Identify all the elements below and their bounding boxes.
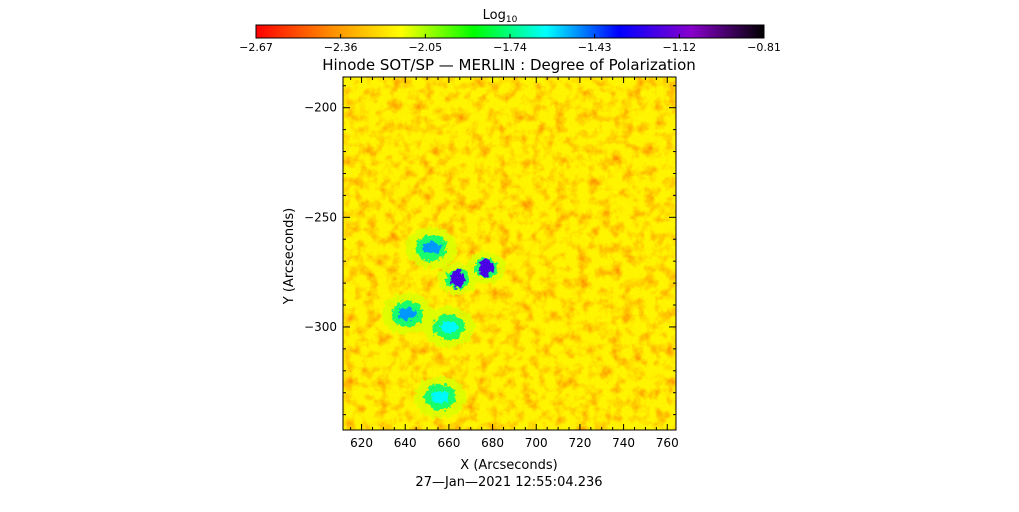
plage-core (422, 242, 441, 255)
active-region (381, 227, 507, 418)
colorbar-ticks: −2.67 −2.36 −2.05 −1.74 −1.43 −1.12 −0.81 (239, 34, 781, 54)
chart-title: Hinode SOT/SP — MERLIN : Degree of Polar… (322, 56, 696, 74)
heatmap-image (343, 77, 676, 430)
y-axis-label: Y (Arcseconds) (282, 208, 297, 305)
x-tick-label: 620 (350, 436, 373, 450)
umbra-core (479, 258, 494, 277)
x-tick-label: 740 (612, 436, 635, 450)
y-axis: −200 −250 −300 (304, 85, 676, 416)
colorbar-tick-label: −1.12 (662, 41, 696, 54)
colorbar-tick-label: −2.05 (408, 41, 442, 54)
colorbar: Log10 −2.67 −2.36 −2.05 −1.74 −1.43 −1.12 −0.8… (239, 8, 781, 54)
timestamp: 27—Jan—2021 12:55:04.236 (415, 475, 602, 490)
x-tick-label: 760 (656, 436, 679, 450)
colorbar-tick-label: −0.81 (747, 41, 781, 54)
heatmap-fine-noise (343, 77, 676, 430)
plot-frame (342, 76, 677, 431)
plage-core (398, 307, 417, 320)
colorbar-tick-label: −1.43 (578, 41, 612, 54)
colorbar-tick-label: −1.74 (493, 41, 527, 54)
plage-core (439, 320, 458, 333)
x-axis: 620 640 660 680 700 720 740 760 (350, 77, 679, 450)
x-tick-label: 700 (525, 436, 548, 450)
x-tick-label: 720 (568, 436, 591, 450)
x-tick-label: 640 (394, 436, 417, 450)
colorbar-tick-label: −2.67 (239, 41, 273, 54)
umbra-core (450, 269, 465, 288)
x-tick-label: 660 (437, 436, 460, 450)
x-tick-label: 680 (481, 436, 504, 450)
y-tick-label: −200 (304, 101, 337, 115)
y-tick-label: −250 (304, 210, 337, 224)
y-tick-label: −300 (304, 320, 337, 334)
colorbar-label: Log10 (483, 8, 518, 25)
x-axis-label: X (Arcseconds) (460, 458, 557, 473)
colorbar-tick-label: −2.36 (324, 41, 358, 54)
plage-core (431, 391, 450, 404)
